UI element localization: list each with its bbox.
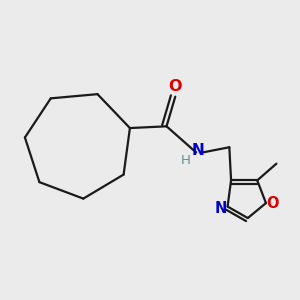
Text: O: O	[169, 80, 182, 94]
Text: H: H	[181, 154, 191, 167]
Text: N: N	[214, 201, 227, 216]
Text: O: O	[267, 196, 279, 211]
Text: N: N	[192, 143, 204, 158]
